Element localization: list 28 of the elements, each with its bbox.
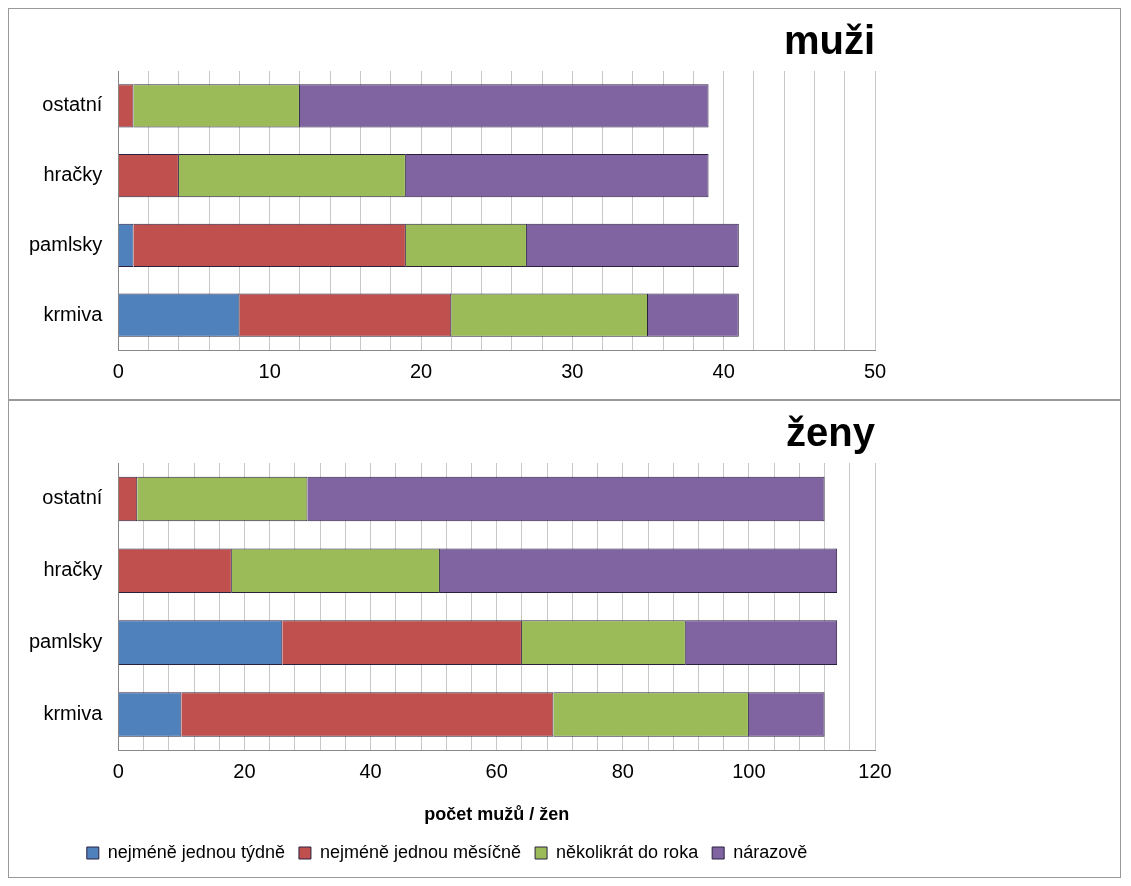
x-tick-label: 10	[258, 359, 281, 382]
legend-label: nejméně jednou měsíčně	[319, 841, 522, 862]
x-tick-label: 50	[863, 359, 887, 382]
y-tick-label: ostatní	[42, 93, 103, 116]
x-tick-label: 80	[611, 759, 634, 782]
y-tick-label: krmiva	[43, 302, 104, 325]
legend-label: nárazově	[733, 841, 808, 862]
chart-title: muži	[783, 18, 875, 63]
x-tick-label: 120	[858, 759, 892, 782]
x-tick-label: 60	[485, 759, 508, 782]
y-tick-label: pamlsky	[28, 232, 103, 255]
y-tick-label: hračky	[43, 558, 103, 581]
y-tick-label: pamlsky	[28, 630, 103, 653]
legend-label: nejméně jednou týdně	[107, 841, 285, 862]
x-axis-title: počet mužů / žen	[424, 804, 570, 825]
x-tick-label: 0	[112, 759, 124, 782]
x-tick-label: 100	[732, 759, 766, 782]
y-tick-label: hračky	[43, 163, 103, 186]
x-tick-label: 20	[233, 759, 256, 782]
y-tick-label: ostatní	[42, 486, 103, 509]
x-tick-label: 40	[712, 359, 735, 382]
x-tick-label: 40	[359, 759, 382, 782]
chart-title: ženy	[786, 410, 876, 455]
x-tick-label: 0	[112, 359, 124, 382]
y-tick-label: krmiva	[43, 701, 104, 724]
x-tick-label: 30	[561, 359, 584, 382]
x-tick-label: 20	[409, 359, 433, 382]
legend-label: několikrát do roka	[556, 841, 700, 862]
